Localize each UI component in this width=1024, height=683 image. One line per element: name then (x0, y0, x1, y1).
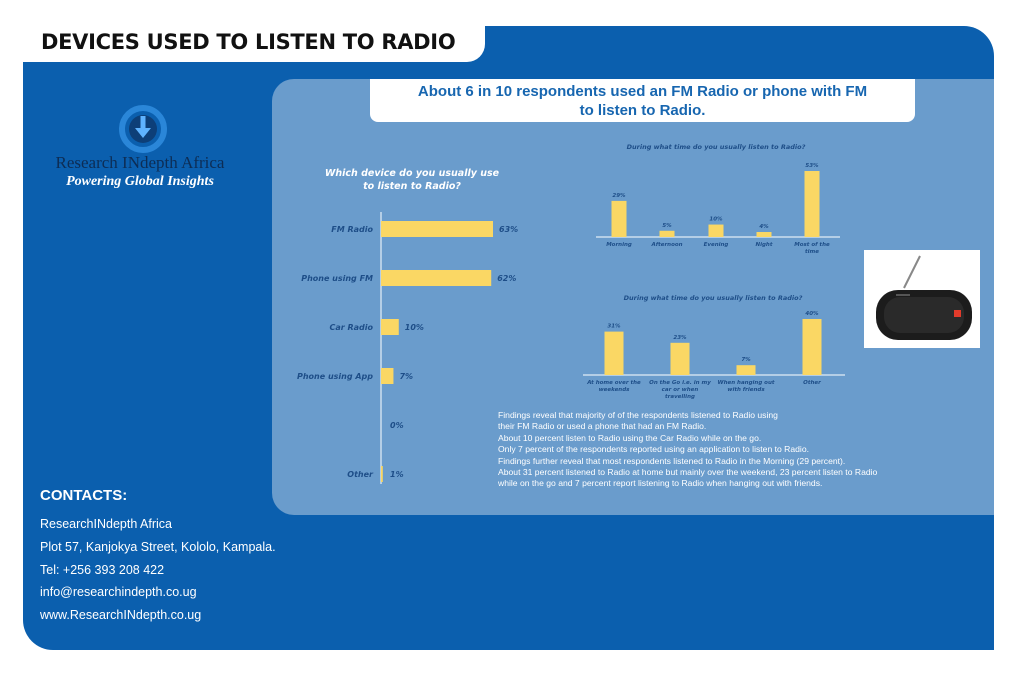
chart-2-bar (659, 230, 675, 237)
chart-1-value-label: 10% (405, 323, 424, 332)
chart-3-title: During what time do you usually listen t… (624, 294, 803, 302)
chart-2-value-label: 53% (805, 163, 819, 169)
chart-1-category-label: Phone using App (297, 372, 373, 381)
chart-1-value-label: 62% (497, 274, 516, 283)
chart-2-bar (708, 224, 724, 237)
chart-2-value-label: 4% (759, 224, 769, 230)
chart-1-title: Which device do you usually use (325, 168, 500, 179)
chart-3-bar (604, 331, 624, 375)
chart-2-title: During what time do you usually listen t… (627, 143, 806, 151)
chart-1-category-label: Car Radio (329, 323, 373, 332)
chart-3-category-label: When hanging out (718, 380, 775, 386)
chart-3-bar (670, 342, 690, 375)
contact-website[interactable]: www.ResearchINdepth.co.ug (40, 608, 202, 622)
chart-2-category-label: Night (756, 242, 773, 248)
chart-3-bar (802, 319, 822, 375)
chart-1-bar (381, 221, 493, 237)
title-tab: DEVICES USED TO LISTEN TO RADIO (23, 26, 485, 62)
headline-line-1: About 6 in 10 respondents used an FM Rad… (417, 83, 868, 100)
chart-3-category-label: On the Go i.e. in my (649, 380, 711, 386)
chart-1-bar (381, 270, 492, 286)
contact-address: Plot 57, Kanjokya Street, Kololo, Kampal… (40, 540, 276, 554)
chart-1-category-label: Other (347, 470, 374, 479)
chart-3-value-label: 40% (805, 311, 819, 317)
contact-tel: Tel: +256 393 208 422 (40, 563, 165, 577)
chart-2-value-label: 10% (709, 217, 723, 223)
chart-3-category-label: car or when (662, 387, 699, 393)
chart-2-category-label: Evening (704, 242, 729, 248)
chart-2-category-label: time (805, 249, 819, 255)
findings-line: Findings reveal that majority of of the … (498, 410, 778, 420)
radio-speaker-icon (876, 255, 972, 340)
chart-1-bar (381, 319, 399, 335)
findings-line: About 10 percent listen to Radio using t… (498, 432, 762, 443)
chart-1-value-label: 63% (499, 225, 518, 234)
findings-line: Only 7 percent of the respondents report… (498, 444, 810, 455)
chart-1-value-label: 0% (390, 421, 404, 430)
contacts-heading: CONTACTS: (40, 487, 128, 504)
brand-tagline: Powering Global Insights (66, 174, 214, 189)
logo-icon (119, 105, 167, 153)
findings-line: Findings further reveal that most respon… (498, 455, 846, 466)
chart-1-category-label: FM Radio (331, 225, 373, 234)
chart-3-category-label: travelling (665, 394, 695, 400)
chart-1-category-label: Phone using FM (301, 274, 373, 283)
brand-name: Research INdepth Africa (55, 153, 225, 172)
findings-line: About 31 percent listened to Radio at ho… (498, 467, 878, 478)
radio-speaker-image (864, 250, 980, 348)
contact-org: ResearchINdepth Africa (40, 517, 173, 531)
chart-3-category-label: weekends (599, 387, 631, 393)
chart-3-value-label: 31% (607, 324, 621, 330)
chart-2-bar (804, 171, 820, 237)
chart-1-title: to listen to Radio? (363, 181, 461, 192)
chart-3-value-label: 23% (673, 335, 687, 341)
chart-2-category-label: Afternoon (650, 242, 682, 248)
chart-2-bar (756, 232, 772, 237)
chart-2-value-label: 5% (662, 223, 672, 229)
chart-1-bar (381, 368, 394, 384)
page-title: DEVICES USED TO LISTEN TO RADIO (41, 30, 456, 54)
chart-1-value-label: 7% (399, 372, 413, 381)
chart-2-category-label: Most of the (794, 242, 830, 248)
chart-3-bar (736, 365, 756, 375)
headline-box: About 6 in 10 respondents used an FM Rad… (370, 79, 915, 122)
findings-line: their FM Radio or used a phone that had … (498, 421, 707, 432)
chart-3-category-label: At home over the (586, 380, 641, 386)
findings-text: Findings reveal that majority of of the … (498, 410, 968, 490)
chart-3-category-label: Other (803, 380, 821, 386)
chart-1-bar (381, 466, 383, 482)
chart-3-value-label: 7% (741, 357, 751, 363)
headline-line-2: to listen to Radio. (579, 102, 706, 119)
contact-email[interactable]: info@researchindepth.co.ug (40, 585, 197, 599)
chart-2-value-label: 29% (612, 193, 626, 199)
chart-2-bar (611, 200, 627, 237)
chart-3-category-label: with friends (727, 387, 765, 393)
chart-1-value-label: 1% (390, 470, 404, 479)
chart-2-category-label: Morning (606, 242, 632, 248)
findings-line: while on the go and 7 percent report lis… (498, 478, 823, 489)
